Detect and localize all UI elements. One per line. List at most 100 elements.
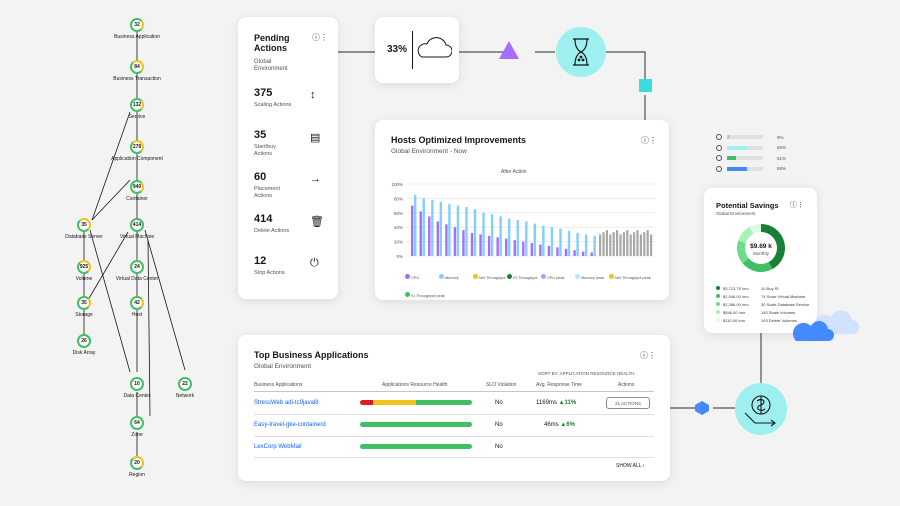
triangle-icon xyxy=(499,41,519,59)
pending-label: Delete Actions xyxy=(254,228,290,234)
pending-count: 35 xyxy=(254,129,267,141)
bar-memory xyxy=(448,204,451,256)
mini-legend-row[interactable]: 56% xyxy=(716,143,796,154)
topology-node[interactable]: 20 xyxy=(130,456,144,470)
hosts-bar-chart: 100% 80% 60% 40% 20% 0% xyxy=(391,182,655,259)
topology-node[interactable]: 35 xyxy=(77,218,91,232)
response-time: 1169ms ▲11% xyxy=(536,400,577,406)
topology-node-label: Business Application xyxy=(114,34,160,40)
topology-node-label: Business Transaction xyxy=(113,76,161,82)
bar-memory xyxy=(567,230,571,256)
cost-savings-icon xyxy=(735,383,787,435)
savings-amount: $9.69 k xyxy=(750,243,772,250)
bar-memory xyxy=(422,198,425,256)
bar-cpu xyxy=(513,240,516,256)
app-link[interactable]: StressWeb adi-tc9javal8 xyxy=(254,400,319,406)
y-tick-label: 60% xyxy=(394,211,403,216)
start-buy-icon[interactable]: ▤ xyxy=(310,132,321,144)
power-icon[interactable]: ⏻ xyxy=(310,257,319,269)
response-time: 46ms ▲6% xyxy=(544,422,575,428)
topology-node[interactable]: 132 xyxy=(130,98,144,112)
bar-memory xyxy=(456,205,460,256)
topology-node-label: Storage xyxy=(75,312,93,318)
topology-node-label: Virtual Machine xyxy=(119,234,155,240)
divider xyxy=(254,391,654,392)
chart-title: After Action xyxy=(501,169,527,175)
hosts-optimized-card: Hosts Optimized Improvements Global Envi… xyxy=(375,120,669,300)
legend-item: Net Throughput xyxy=(473,274,507,280)
chart-legend: CPU Memory Net Throughput IO Throughput … xyxy=(405,266,651,302)
topology-node[interactable]: 24 xyxy=(130,260,144,274)
sort-label[interactable]: SORT BY: APPLICATION RESOURCE HEALTH xyxy=(538,371,635,376)
health-bar xyxy=(360,400,472,405)
actions-button[interactable]: 21 ACTIONS xyxy=(606,397,650,409)
y-tick-label: 20% xyxy=(394,240,403,245)
topology-node[interactable]: 42 xyxy=(130,296,144,310)
y-tick-label: 0% xyxy=(396,254,403,259)
arrow-right-icon[interactable]: → xyxy=(310,173,321,185)
scale-icon[interactable]: ↕ xyxy=(310,89,316,101)
trash-icon[interactable]: 🗑 xyxy=(310,216,324,228)
bar-remaining xyxy=(639,234,642,256)
bar-cpu xyxy=(590,252,593,256)
hourglass-icon xyxy=(556,27,606,77)
bar-memory xyxy=(584,234,588,256)
topology-node[interactable]: 10 xyxy=(130,377,144,391)
savings-breakdown: $3,713.75 /mo 10 Buy RI $1,946.00 /mo 74 Sc… xyxy=(716,284,816,324)
help-icon[interactable]: ⓘ⋮ xyxy=(641,136,657,145)
bar-cpu xyxy=(547,245,551,256)
topology-node[interactable]: 940 xyxy=(130,180,144,194)
topology-node[interactable]: 84 xyxy=(130,60,144,74)
topology-node-label: Application Component xyxy=(111,156,163,162)
mini-legend-row[interactable]: 51% xyxy=(716,153,796,164)
topology-node-label: Data Center xyxy=(123,393,151,399)
topology-node-label: Container xyxy=(126,196,148,202)
bar-memory xyxy=(439,202,443,256)
divider xyxy=(254,414,654,415)
pending-label: Placement Actions xyxy=(254,186,280,199)
bar-cpu xyxy=(436,221,440,256)
pending-label: Scaling Actions xyxy=(254,102,292,108)
topology-node[interactable]: 414 xyxy=(130,218,144,232)
bar-cpu xyxy=(530,243,534,256)
topology-node[interactable]: 64 xyxy=(130,416,144,430)
bar-cpu xyxy=(539,244,542,256)
hexagon-node xyxy=(695,401,709,415)
bar-remaining xyxy=(626,230,629,256)
donut-slice xyxy=(742,258,773,272)
bar-remaining xyxy=(602,232,605,256)
topology-node[interactable]: 22 xyxy=(178,377,192,391)
topology-node[interactable]: 35 xyxy=(77,296,91,310)
top-business-apps-card: Top Business Applications Global Environ… xyxy=(238,335,670,481)
topology-node-label: Database Server xyxy=(65,234,103,240)
potential-savings-card: Potential Savings Global Environment ⓘ⋮ … xyxy=(704,188,817,333)
topology-node[interactable]: 26 xyxy=(77,334,91,348)
legend-item: IO Throughput xyxy=(507,274,541,280)
pending-actions-card: Pending Actions ⓘ⋮ Global Environment 37… xyxy=(238,17,338,299)
legend-item: Net Throughput peak xyxy=(609,274,651,280)
bar-remaining xyxy=(643,232,646,256)
topology-node[interactable]: 32 xyxy=(130,18,144,32)
cloud-decoration-icon xyxy=(792,310,859,341)
slo-value: No xyxy=(495,422,503,428)
y-tick-label: 80% xyxy=(394,196,403,201)
bar-memory xyxy=(516,220,519,256)
topology-node[interactable]: 278 xyxy=(130,140,144,154)
help-icon[interactable]: ⓘ⋮ xyxy=(790,202,804,209)
bar-cpu xyxy=(505,238,508,256)
donut-slice xyxy=(749,224,761,234)
mini-legend-row[interactable]: 56% xyxy=(716,164,796,175)
app-link[interactable]: LexCorp WebMail xyxy=(254,444,302,450)
app-link[interactable]: Easy-travel-gke-containerd xyxy=(254,422,326,428)
savings-subtitle: Global Environment xyxy=(716,211,756,216)
bar-remaining xyxy=(650,234,653,256)
show-all-link[interactable]: SHOW ALL › xyxy=(616,463,645,469)
topology-node[interactable]: 925 xyxy=(77,260,91,274)
help-icon[interactable]: ⓘ⋮ xyxy=(312,33,328,42)
pending-title: Pending Actions xyxy=(254,33,290,53)
mini-legend-row[interactable]: 9% xyxy=(716,132,796,143)
tba-title: Top Business Applications xyxy=(254,350,369,360)
help-icon[interactable]: ⓘ⋮ xyxy=(640,351,656,360)
pending-label: Start/buy Actions xyxy=(254,144,277,157)
savings-row: $546.00 /mo 140 Scale Volumes xyxy=(716,308,816,316)
